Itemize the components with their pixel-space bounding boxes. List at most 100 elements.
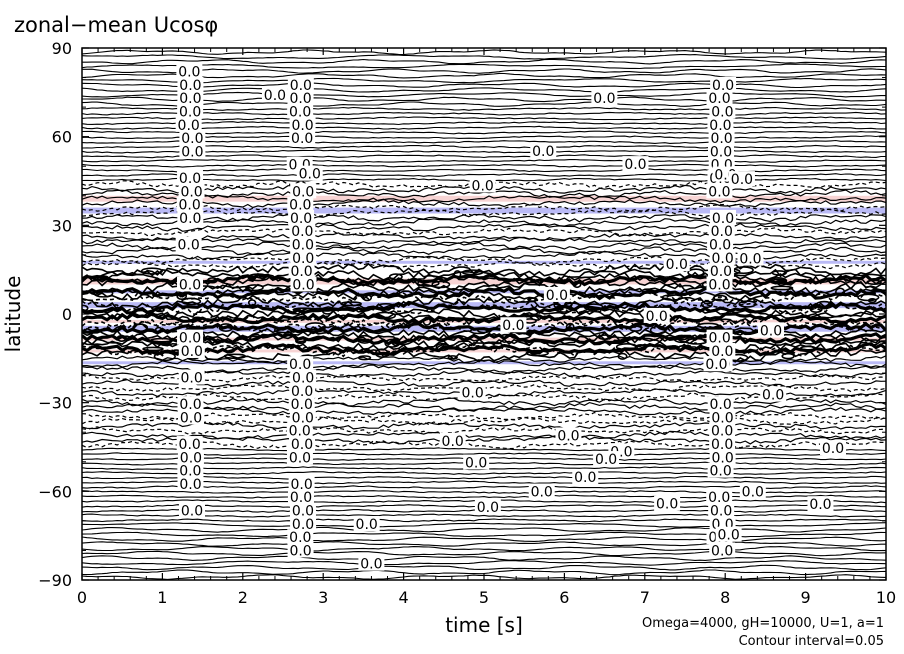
contour-label-bg [289,236,316,252]
contour-label-bg [289,382,316,398]
contour-line [82,218,886,227]
contour-blob [673,334,690,344]
contour-blob [453,270,462,279]
contour-label: 0.0 [595,452,617,468]
contour-blob [153,351,176,362]
contour-label: 0.0 [656,497,678,513]
shade-band [82,302,886,309]
contour-label-bg [530,143,557,159]
contour-line [82,227,886,237]
x-tick-label: 7 [640,588,650,607]
contour-label: 0.0 [711,450,733,466]
contour-blob [629,325,643,332]
contour-blob [769,277,788,285]
contour-label: 0.0 [705,357,727,373]
contour-label: 0.0 [292,251,314,267]
contour-label: 0.0 [710,264,732,280]
contour-line [82,373,886,384]
contour-label-bg [760,386,787,402]
contour-label-bg [709,249,736,265]
contour-label-bg [474,498,501,514]
contour-label: 0.0 [290,477,312,493]
contour-line [82,149,886,154]
contour-label: 0.0 [711,437,733,453]
contour-blob [357,355,372,361]
contour-label-bg [176,196,203,212]
contour-labels: 0.0 0.0 0.0 0.0 0.0 0.0 0.0 0.0 0.0 0.0 0.0 0.0 0.0 0… [175,63,847,573]
contour-label: 0.0 [291,397,313,413]
contour-blob [116,334,127,342]
contour-line [82,106,886,111]
contour-blob [176,292,188,301]
contour-label: 0.0 [289,105,311,121]
contour-label: 0.0 [289,450,311,466]
contour-blob [649,325,667,335]
contour-label: 0.0 [290,490,312,506]
contour-label-bg [543,286,570,302]
contour-line [82,364,886,374]
contour-label: 0.0 [291,384,313,400]
contour-label: 0.0 [809,497,831,513]
x-tick-label: 8 [720,588,730,607]
x-axis-label: time [s] [445,613,523,637]
contour-label: 0.0 [180,371,202,387]
contour-blob [800,345,816,351]
contour-label: 0.0 [179,78,201,94]
contour-blob [321,307,334,315]
contour-line [82,208,886,218]
contour-label: 0.0 [477,500,499,516]
contour-blob [815,300,833,310]
contour-label-bg [177,209,204,225]
contour-label-bg [715,526,742,542]
contour-label-bg [707,462,734,478]
contour-line [82,531,886,538]
contour-label-bg [288,436,315,452]
contour-blob [376,302,396,310]
contour-label: 0.0 [708,490,730,506]
contour-line [82,241,886,251]
contour-label-bg [555,427,582,443]
contour-label: 0.0 [179,277,201,293]
contour-label-bg [353,515,380,531]
contour-blob [417,279,440,287]
contour-label-bg [288,396,315,412]
contour-blob [476,327,491,334]
contour-label-bg [290,249,317,265]
contour-blob [292,307,316,313]
contour-label: 0.0 [666,257,688,273]
contour-label: 0.0 [290,211,312,227]
contour-label-bg [807,496,834,512]
contour-label: 0.0 [292,238,314,254]
contour-label-bg [591,90,618,106]
contour-label: 0.0 [181,504,203,520]
contour-label-bg [177,475,204,491]
contour-line [82,96,886,103]
contour-line [82,411,886,421]
contour-line [82,63,886,70]
y-tick-label: 60 [52,128,72,147]
y-tick-label: 30 [52,216,72,235]
contour-label: 0.0 [646,309,668,325]
contour-label-bg [820,440,847,456]
contour-blob [697,322,720,329]
contour-line [82,72,886,79]
contour-label-bg [289,502,316,518]
contour-label: 0.0 [708,91,730,107]
contour-label-bg [178,369,205,385]
contour-blob [154,326,163,334]
contour-label: 0.0 [179,397,201,413]
contour-label: 0.0 [472,178,494,194]
contour-blob [181,297,202,306]
contour-label-bg [287,103,314,119]
contour-line [82,480,886,485]
contour-blob [356,334,373,344]
contour-label-bg [654,495,681,511]
contour-label-bg [179,143,206,159]
contour-label-bg [178,502,205,518]
contour-line [82,198,886,209]
contour-label: 0.0 [739,252,761,268]
contour-label: 0.0 [290,264,312,280]
contour-line [82,369,886,379]
contour-label-bg [176,436,203,452]
contour-blob [461,269,484,276]
